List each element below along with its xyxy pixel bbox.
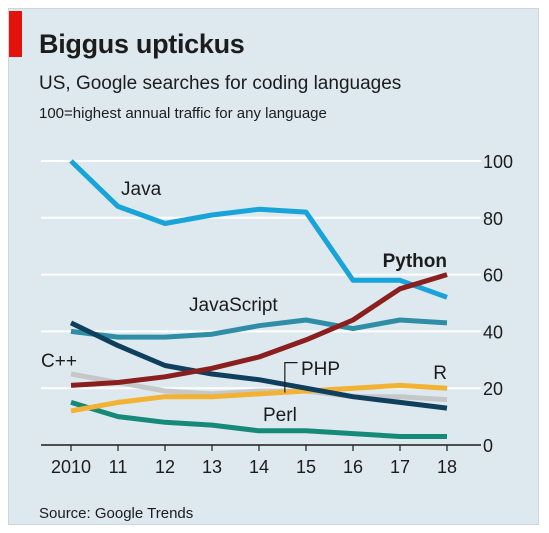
y-tick-label: 60 xyxy=(483,266,503,286)
x-tick-label: 2010 xyxy=(51,457,91,477)
x-tick-label: 16 xyxy=(343,457,363,477)
accent-bar xyxy=(9,11,22,57)
x-tick-label: 11 xyxy=(109,457,128,477)
source-note: Source: Google Trends xyxy=(39,505,194,522)
series-label-r: R xyxy=(433,363,447,384)
x-tick-label: 18 xyxy=(437,457,457,477)
series-label-python: Python xyxy=(383,251,447,272)
chart-note: 100=highest annual traffic for any langu… xyxy=(39,105,327,122)
php-leader-line xyxy=(284,362,298,393)
series-line-perl xyxy=(70,400,447,439)
x-tick-label: 15 xyxy=(296,457,316,477)
series-label-javascript: JavaScript xyxy=(189,295,278,316)
axis-ticks: 0 20 40 60 80 100 2010 11 12 13 14 15 16 17 18 xyxy=(51,152,513,477)
y-tick-label: 0 xyxy=(483,436,493,456)
chart-frame: Biggus uptickus US, Google searches for … xyxy=(8,8,539,525)
y-tick-label: 100 xyxy=(483,152,513,172)
series-line-cpp xyxy=(69,320,448,411)
series-line-javascript xyxy=(70,317,448,340)
x-tick-label: 14 xyxy=(249,457,269,477)
series-line-python xyxy=(70,272,448,388)
series-label-java: Java xyxy=(121,179,162,200)
x-tick-label: 12 xyxy=(155,457,175,477)
chart-title: Biggus uptickus xyxy=(39,29,245,59)
series-line-r xyxy=(70,371,448,403)
series-label-cpp: C++ xyxy=(41,351,77,372)
y-tick-label: 40 xyxy=(483,322,503,342)
series-line-java xyxy=(69,159,448,300)
series-lines xyxy=(69,159,448,439)
series-label-php: PHP xyxy=(301,359,340,380)
chart-subtitle: US, Google searches for coding languages xyxy=(39,73,402,94)
x-tick-label: 17 xyxy=(390,457,410,477)
y-tick-label: 80 xyxy=(483,209,503,229)
y-tick-label: 20 xyxy=(483,379,503,399)
series-labels: Java JavaScript Python C++ PHP R Perl xyxy=(41,179,447,426)
series-label-perl: Perl xyxy=(263,405,297,426)
x-tick-label: 13 xyxy=(202,457,222,477)
series-line-php xyxy=(70,382,448,414)
